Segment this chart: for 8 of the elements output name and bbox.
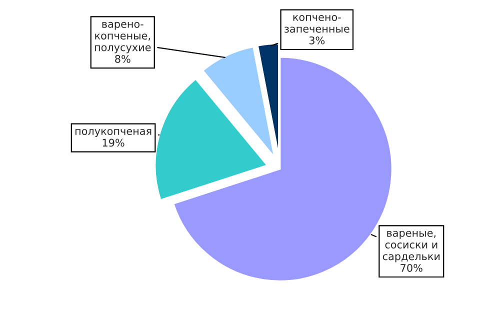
data-label: 3% (309, 36, 325, 44)
slice-label: копчено- запеченные (284, 15, 350, 33)
data-label: 70% (400, 264, 422, 272)
slice-label: варено- копченые, полусухие (94, 22, 151, 54)
slice-label: вареные, сосиски и сардельки (382, 230, 440, 262)
data-label: 8% (115, 55, 130, 63)
data-label: 19% (102, 138, 124, 147)
slice-label: полукопченая (75, 129, 152, 138)
